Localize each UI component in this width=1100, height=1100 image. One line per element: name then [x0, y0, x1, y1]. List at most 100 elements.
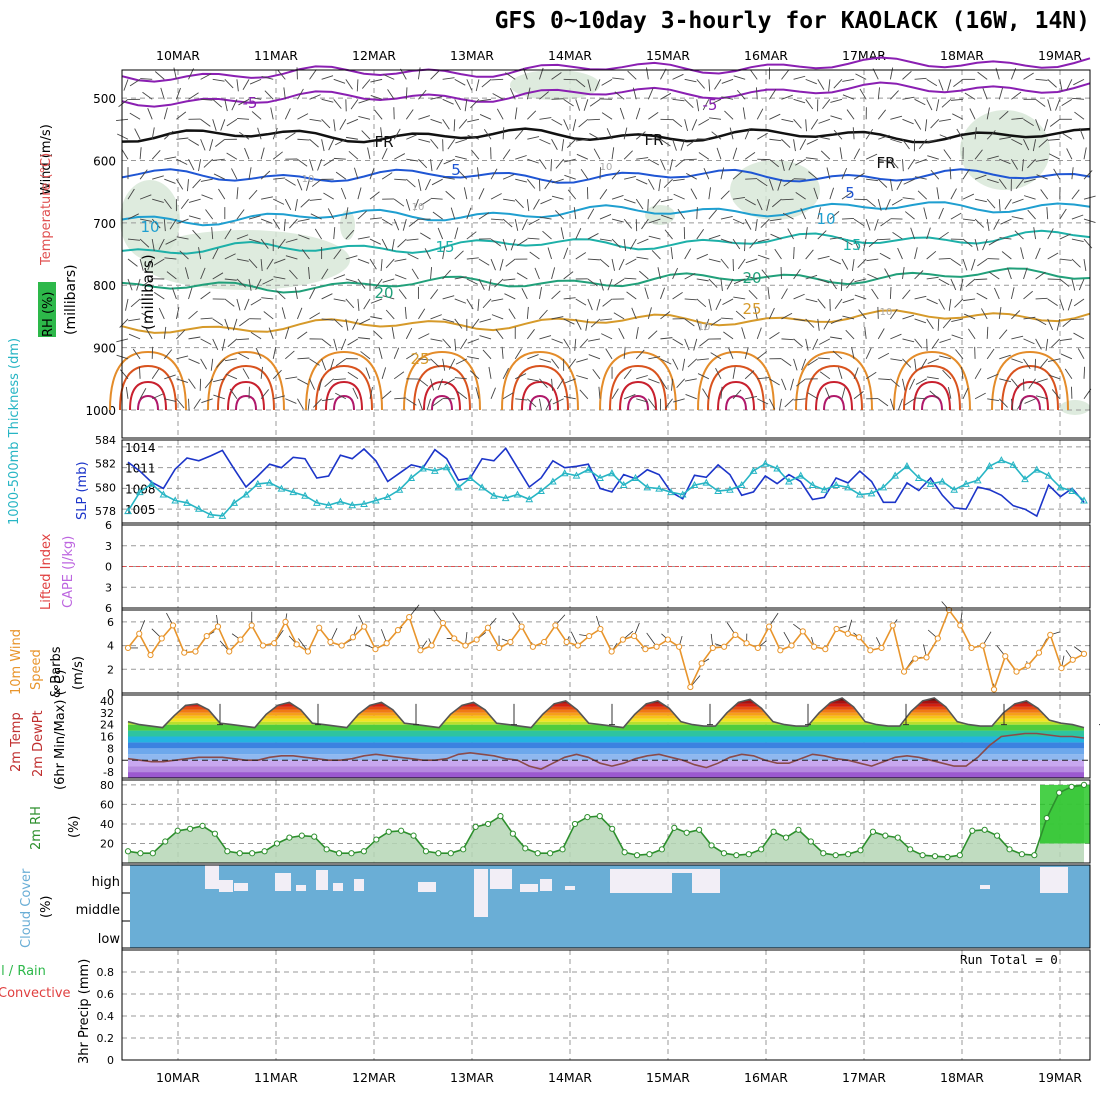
- temp-band: [128, 724, 1084, 731]
- wind-barb: [491, 218, 504, 221]
- wind-barb: [890, 158, 899, 169]
- wind-barb: [539, 117, 552, 120]
- slp-series: [127, 446, 1085, 518]
- wind-barb: [327, 208, 335, 220]
- wind-barb: [878, 352, 890, 360]
- wind-barb: [974, 368, 982, 380]
- date-label-top: 11MAR: [254, 48, 298, 63]
- wind-barb: [865, 371, 877, 380]
- wind-barb: [1001, 251, 1012, 260]
- wind-barb: [808, 171, 819, 180]
- wind-barb: [902, 197, 915, 200]
- wind-barb: [1017, 398, 1024, 410]
- wind-barb: [962, 258, 968, 271]
- wind-barb: [404, 306, 407, 319]
- date-label-bottom: 19MAR: [1038, 1070, 1082, 1085]
- temp-tick-label: -8: [103, 766, 114, 779]
- wind-barb: [880, 218, 891, 227]
- temp-band: [128, 700, 1084, 704]
- wind-barb: [400, 68, 407, 80]
- wind-barb: [236, 187, 239, 200]
- wind-barb: [1047, 79, 1057, 88]
- wind-barb: [993, 218, 1000, 230]
- wind-barb: [1035, 247, 1041, 260]
- wind-barb: [118, 98, 129, 108]
- wind-barb: [333, 378, 346, 381]
- rh-series-marker: [571, 820, 579, 828]
- wind-barb: [781, 288, 788, 300]
- wind-barb: [394, 153, 406, 160]
- wind-barb: [702, 388, 710, 400]
- wind-barb: [261, 297, 274, 300]
- axis-label-pressure: (millibars): [139, 254, 157, 330]
- wind-barb: [810, 119, 819, 130]
- wind-barb: [176, 378, 188, 383]
- wind-barb: [297, 179, 303, 191]
- wind-barb: [359, 318, 371, 325]
- wind-barb: [813, 187, 819, 200]
- wind-barb: [974, 238, 979, 251]
- wind-barb: [134, 128, 141, 140]
- wind-barb: [345, 278, 358, 283]
- wind-barb: [478, 188, 485, 200]
- wind-barb: [672, 358, 679, 370]
- wind-barb: [800, 207, 807, 220]
- wind-barb: [136, 278, 141, 291]
- wind-barb: [950, 258, 962, 267]
- wind-barb: [333, 338, 338, 351]
- thickness-series-marker: [454, 483, 463, 491]
- wind-barb: [1023, 338, 1035, 345]
- wind-barb: [539, 138, 551, 145]
- wind-barb: [710, 352, 722, 360]
- thickness-tick-label: 578: [95, 505, 116, 518]
- thickness-series-marker: [560, 469, 569, 477]
- wind-barb: [599, 258, 610, 268]
- upper-air-panel: [121, 69, 1091, 439]
- wind-barb: [418, 333, 430, 340]
- wind-barb: [323, 158, 334, 167]
- rh-series-marker: [422, 848, 430, 855]
- wind-speed-series-marker: [957, 622, 964, 629]
- li-tick-label: 6: [105, 602, 112, 615]
- wind-barb: [188, 310, 198, 320]
- wind-barb: [516, 272, 528, 280]
- wind-barb: [1007, 267, 1012, 280]
- wind-barb: [793, 398, 806, 401]
- wind-barb: [660, 198, 673, 203]
- wind-barb: [236, 278, 246, 288]
- wind-barb: [744, 370, 755, 380]
- wind-barb: [777, 179, 782, 191]
- wind-barb: [720, 215, 733, 220]
- wind-barb: [1073, 298, 1085, 307]
- wind-barb: [573, 207, 577, 220]
- thickness-series-marker: [714, 486, 722, 494]
- wind-barb: [938, 207, 944, 220]
- wind-barb: [1035, 395, 1048, 400]
- wind-barb: [165, 238, 177, 245]
- date-label-bottom: 14MAR: [548, 1070, 592, 1085]
- wind-barb: [1028, 378, 1036, 389]
- wind-barb: [226, 152, 238, 160]
- wind-barb: [587, 278, 598, 287]
- wind-barb: [502, 238, 508, 251]
- thickness-series-marker: [466, 473, 475, 481]
- isotherm-label: 10: [140, 218, 159, 236]
- wind-barb: [769, 158, 779, 168]
- wind-barb: [684, 78, 697, 83]
- wind-barb: [766, 199, 770, 211]
- axis-label-millibars: (millibars): [63, 264, 79, 335]
- wind-barb: [164, 374, 176, 380]
- warm-cell-contour: [431, 394, 453, 411]
- rh-series-marker: [497, 813, 504, 820]
- wind-barb: [212, 158, 225, 161]
- wind-barb: [853, 391, 864, 400]
- wind-barb: [418, 158, 428, 169]
- wind-barb: [1071, 278, 1076, 291]
- wind-barb: [505, 258, 516, 267]
- wind-barb: [704, 318, 710, 331]
- wind-barb: [942, 318, 952, 329]
- temp-band: [128, 742, 1084, 749]
- wind-barb: [923, 207, 928, 220]
- wind-barb: [782, 212, 794, 220]
- temp-band: [128, 754, 1084, 761]
